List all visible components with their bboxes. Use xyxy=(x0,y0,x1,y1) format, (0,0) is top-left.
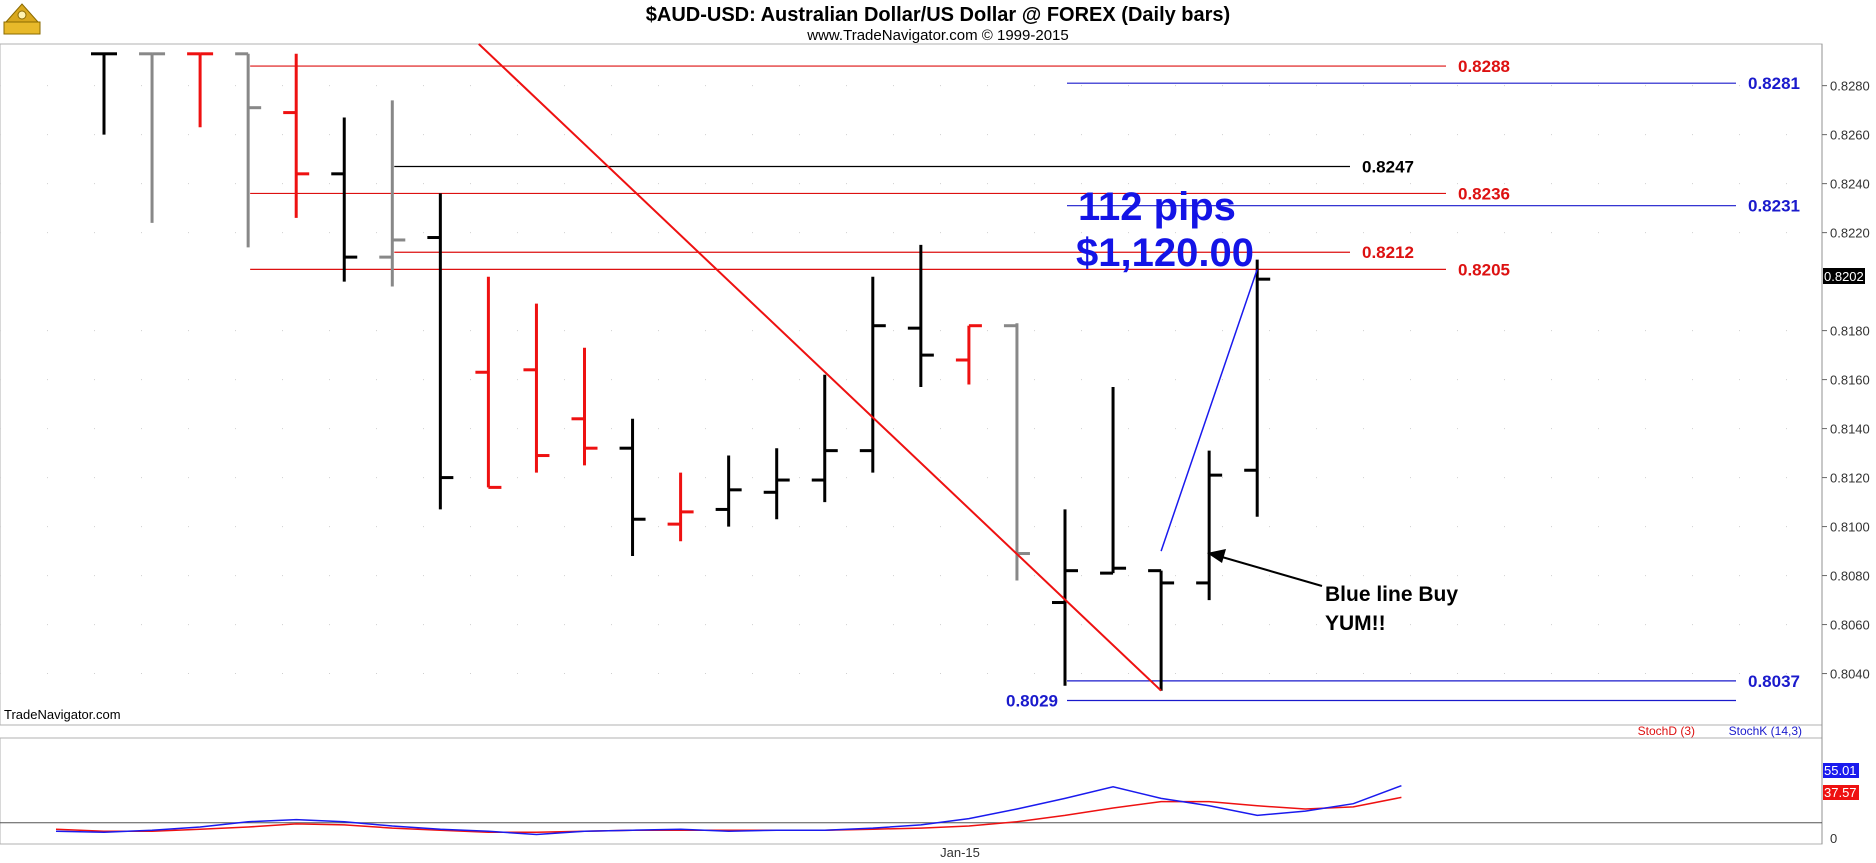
level-label-5: 0.8212 xyxy=(1362,243,1414,262)
y-tick-label-11: 0.8280 xyxy=(1830,79,1870,94)
ohlc-bar-2 xyxy=(187,52,214,128)
level-label-8: 0.8029 xyxy=(1006,692,1058,711)
price-axis-ticks: 0.8040 0.8060 0.8080 0.8100 0.8120 0.8140 0.81… xyxy=(1822,79,1870,682)
x-axis-label: Jan-15 xyxy=(940,845,980,860)
y-tick-label-2: 0.8080 xyxy=(1830,569,1870,584)
stoch-d-legend: StochD (3) xyxy=(1638,724,1695,738)
ohlc-bar-18 xyxy=(955,324,982,385)
y-tick-label-6: 0.8160 xyxy=(1830,373,1870,388)
ohlc-bar-12 xyxy=(667,472,694,542)
ohlc-bar-11 xyxy=(619,418,646,556)
level-label-4: 0.8231 xyxy=(1748,197,1800,216)
ohlc-bar-9 xyxy=(523,303,550,473)
ohlc-bar-14 xyxy=(763,448,790,520)
trade-navigator-logo xyxy=(3,3,41,35)
ohlc-bar-3 xyxy=(235,52,262,248)
drawn-lines xyxy=(478,43,1258,692)
stoch-axis-tick-0: 0 xyxy=(1830,831,1837,846)
ohlc-bar-16 xyxy=(859,276,886,473)
y-tick-label-8: 0.8220 xyxy=(1830,226,1870,241)
ohlc-bar-10 xyxy=(571,347,598,466)
ohlc-bar-7 xyxy=(427,193,454,510)
level-label-1: 0.8281 xyxy=(1748,74,1800,93)
ohlc-bar-5 xyxy=(331,117,358,282)
last-price-tag xyxy=(1823,268,1865,284)
level-label-0: 0.8288 xyxy=(1458,57,1510,76)
chart-subtitle: www.TradeNavigator.com © 1999-2015 xyxy=(806,27,1068,44)
grid xyxy=(0,85,1822,675)
ohlc-bar-24 xyxy=(1244,259,1271,517)
ohlc-bar-20 xyxy=(1052,509,1078,686)
ohlc-bar-6 xyxy=(379,100,406,287)
ohlc-bar-15 xyxy=(811,374,838,503)
price-panel-frame xyxy=(0,43,1823,726)
watermark: TradeNavigator.com xyxy=(4,707,121,722)
ohlc-bar-1 xyxy=(139,52,166,223)
pips-annotation: 112 pips xyxy=(1078,185,1236,229)
chart-title: $AUD-USD: Australian Dollar/US Dollar @ … xyxy=(646,4,1230,26)
buy-annotation-arrow xyxy=(1207,549,1323,587)
stoch-k-line xyxy=(55,784,1402,836)
ohlc-bar-21 xyxy=(1100,386,1127,575)
y-tick-label-1: 0.8060 xyxy=(1830,618,1870,633)
level-label-3: 0.8236 xyxy=(1458,184,1510,203)
ohlc-bar-19 xyxy=(1003,323,1030,581)
y-tick-label-5: 0.8140 xyxy=(1830,422,1870,437)
ohlc-bar-22 xyxy=(1148,569,1175,691)
ohlc-bar-13 xyxy=(715,455,742,527)
stoch-d-line xyxy=(55,796,1402,834)
stoch-k-last-value: 55.01 xyxy=(1824,763,1857,778)
y-tick-label-3: 0.8100 xyxy=(1830,520,1870,535)
level-label-2: 0.8247 xyxy=(1362,157,1414,176)
ohlc-bar-17 xyxy=(907,244,934,387)
buy-annotation-line2: YUM!! xyxy=(1325,612,1386,635)
blue-buy-line xyxy=(1160,269,1258,552)
last-price-label: 0.8202 xyxy=(1824,269,1864,284)
ohlc-bar-23 xyxy=(1196,450,1223,601)
level-label-6: 0.8205 xyxy=(1458,260,1510,279)
level-label-7: 0.8037 xyxy=(1748,672,1800,691)
y-tick-label-4: 0.8120 xyxy=(1830,471,1870,486)
ohlc-bar-4 xyxy=(283,53,310,218)
ohlc-bar-8 xyxy=(475,276,502,489)
y-tick-label-0: 0.8040 xyxy=(1830,667,1870,682)
ohlc-bar-0 xyxy=(91,52,117,135)
stoch-k-last-tag xyxy=(1823,763,1859,778)
price-bars xyxy=(91,52,1271,691)
red-trendline xyxy=(478,43,1162,692)
dollar-annotation: $1,120.00 xyxy=(1076,231,1254,275)
buy-annotation-line1: Blue line Buy xyxy=(1325,583,1458,606)
y-tick-label-9: 0.8240 xyxy=(1830,177,1870,192)
y-tick-label-10: 0.8260 xyxy=(1830,128,1870,143)
price-levels: 0.8288 0.8281 0.8247 0.8236 0.8231 0.8212 0.82… xyxy=(250,57,1800,711)
stoch-k-legend: StochK (14,3) xyxy=(1729,724,1802,738)
stoch-d-last-value: 37.57 xyxy=(1824,785,1857,800)
stoch-d-last-tag xyxy=(1823,785,1859,800)
y-tick-label-7: 0.8180 xyxy=(1830,324,1870,339)
